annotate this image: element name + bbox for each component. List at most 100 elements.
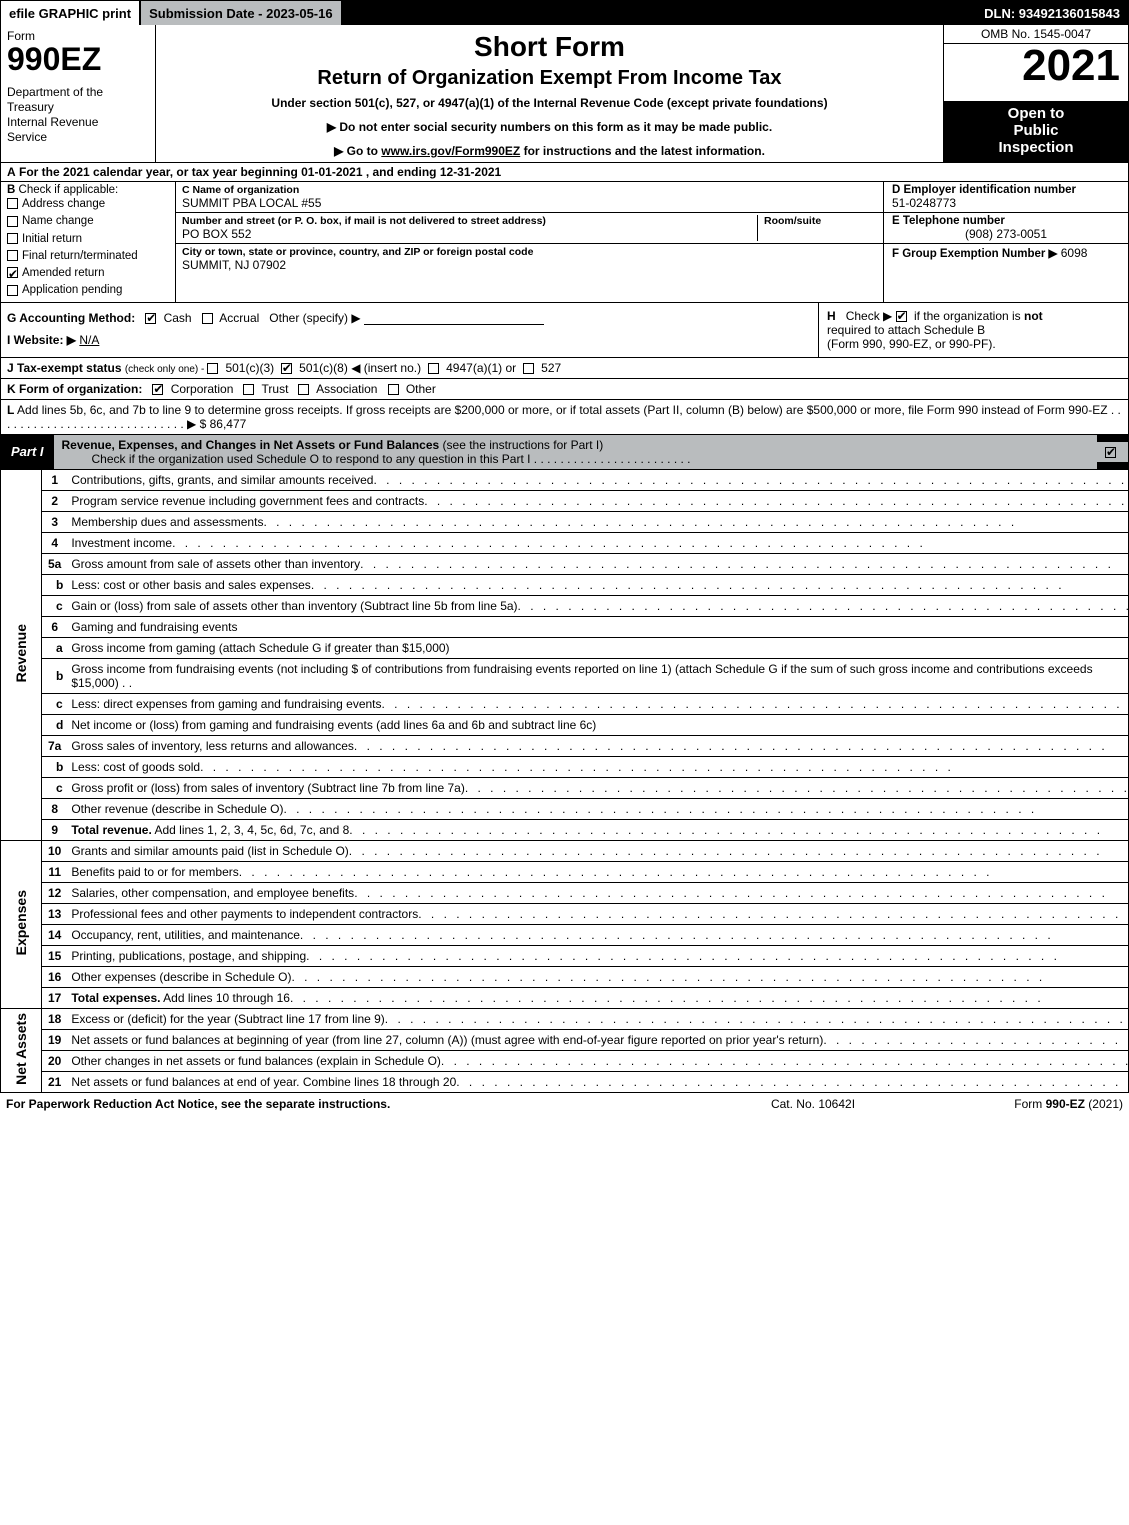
h-label: H [827,309,836,323]
top-bar: efile GRAPHIC print Submission Date - 20… [1,1,1128,25]
chk-association[interactable] [298,384,309,395]
line-6c: c Less: direct expenses from gaming and … [1,693,1129,714]
chk-trust[interactable] [243,384,254,395]
org-name-label: C Name of organization [182,184,877,196]
chk-address-change[interactable]: Address change [7,196,169,213]
cell-group-exemption: F Group Exemption Number ▶ 6098 [884,244,1128,262]
lines-table: Revenue 1 Contributions, gifts, grants, … [1,470,1129,1092]
cell-city: City or town, state or province, country… [176,244,883,274]
line-5b: b Less: cost or other basis and sales ex… [1,574,1129,595]
cell-street: Number and street (or P. O. box, if mail… [176,213,883,244]
col-b-lead: B [7,184,15,196]
row-l: L Add lines 5b, 6c, and 7b to line 9 to … [1,400,1128,435]
row-a-text: For the 2021 calendar year, or tax year … [19,165,501,179]
chk-527[interactable] [523,363,534,374]
title-return: Return of Organization Exempt From Incom… [164,67,935,90]
form-container: efile GRAPHIC print Submission Date - 20… [0,0,1129,1093]
title-short-form: Short Form [164,31,935,63]
row-j: J Tax-exempt status (check only one) - 5… [1,358,1128,379]
chk-cash[interactable] [145,313,156,324]
ein-value: 51-0248773 [892,196,1120,210]
line-7b: b Less: cost of goods sold 7b [1,756,1129,777]
line-7c: c Gross profit or (loss) from sales of i… [1,777,1129,798]
col-b: B Check if applicable: Address change Na… [1,182,176,302]
chk-h[interactable] [896,311,907,322]
department-label: Department of theTreasuryInternal Revenu… [7,85,149,145]
irs-link[interactable]: www.irs.gov/Form990EZ [381,144,520,158]
chk-4947[interactable] [428,363,439,374]
line-6: 6 Gaming and fundraising events [1,616,1129,637]
line-1: Revenue 1 Contributions, gifts, grants, … [1,470,1129,491]
tax-year: 2021 [944,44,1128,88]
subtitle: Under section 501(c), 527, or 4947(a)(1)… [164,96,935,110]
row-a: A For the 2021 calendar year, or tax yea… [1,163,1128,182]
line-11: 11 Benefits paid to or for members 11 33… [1,861,1129,882]
line-9: 9 Total revenue. Add lines 1, 2, 3, 4, 5… [1,819,1129,840]
k-label: K Form of organization: [7,382,142,396]
efile-label[interactable]: efile GRAPHIC print [1,1,141,25]
row-g-i: G Accounting Method: Cash Accrual Other … [1,303,818,357]
line-14: 14 Occupancy, rent, utilities, and maint… [1,924,1129,945]
open-to-public: Open toPublicInspection [944,101,1128,162]
chk-name-change[interactable]: Name change [7,213,169,230]
grp-label: F Group Exemption Number ▶ [892,248,1057,260]
chk-accrual[interactable] [202,313,213,324]
row-k: K Form of organization: Corporation Trus… [1,379,1128,400]
note-goto-post: for instructions and the latest informat… [520,144,765,158]
cell-ein: D Employer identification number 51-0248… [884,182,1128,213]
line-16: 16 Other expenses (describe in Schedule … [1,966,1129,987]
dln-label: DLN: 93492136015843 [976,1,1128,25]
street-value: PO BOX 552 [182,227,757,241]
side-expenses: Expenses [1,840,42,1008]
form-number: 990EZ [7,43,149,75]
part-i-sched-o-chk [1097,442,1128,462]
chk-amended-return[interactable]: Amended return [7,265,169,282]
chk-501c3[interactable] [207,363,218,374]
line-15: 15 Printing, publications, postage, and … [1,945,1129,966]
chk-initial-return[interactable]: Initial return [7,231,169,248]
l-amount: $ 86,477 [200,417,247,431]
l-text: Add lines 5b, 6c, and 7b to line 9 to de… [17,403,1108,417]
website-value: N/A [79,333,99,347]
l-label: L [7,403,14,417]
part-i-title: Revenue, Expenses, and Changes in Net As… [54,435,1097,469]
row-h: H Check ▶ if the organization is not req… [818,303,1128,357]
room-label: Room/suite [764,215,877,227]
city-value: SUMMIT, NJ 07902 [182,258,877,272]
chk-application-pending[interactable]: Application pending [7,282,169,299]
ein-label: D Employer identification number [892,184,1120,196]
line-13: 13 Professional fees and other payments … [1,903,1129,924]
header-left: Form 990EZ Department of theTreasuryInte… [1,25,156,162]
org-name: SUMMIT PBA LOCAL #55 [182,196,877,210]
submission-date: Submission Date - 2023-05-16 [141,1,343,25]
j-label: J Tax-exempt status [7,361,122,375]
row-g-h-i: G Accounting Method: Cash Accrual Other … [1,303,1128,358]
city-label: City or town, state or province, country… [182,246,877,258]
line-7a: 7a Gross sales of inventory, less return… [1,735,1129,756]
grp-value: 6098 [1061,246,1088,260]
chk-other-org[interactable] [388,384,399,395]
line-17: 17 Total expenses. Add lines 10 through … [1,987,1129,1008]
chk-corporation[interactable] [152,384,163,395]
col-b-label: Check if applicable: [19,184,119,196]
street-label: Number and street (or P. O. box, if mail… [182,215,757,227]
note-ssn: ▶ Do not enter social security numbers o… [164,120,935,134]
line-3: 3 Membership dues and assessments 3 39,9… [1,511,1129,532]
block-b-thru-f: B Check if applicable: Address change Na… [1,182,1128,303]
line-12: 12 Salaries, other compensation, and emp… [1,882,1129,903]
footer-left: For Paperwork Reduction Act Notice, see … [6,1097,703,1111]
form-header: Form 990EZ Department of theTreasuryInte… [1,25,1128,163]
line-6a: a Gross income from gaming (attach Sched… [1,637,1129,658]
line-6b: b Gross income from fundraising events (… [1,658,1129,693]
header-middle: Short Form Return of Organization Exempt… [156,25,943,162]
part-i-tab: Part I [1,441,54,462]
line-21: 21 Net assets or fund balances at end of… [1,1071,1129,1092]
other-specify-input[interactable] [364,311,544,325]
row-a-lead: A [7,165,16,179]
line-5a: 5a Gross amount from sale of assets othe… [1,553,1129,574]
part-i-bar: Part I Revenue, Expenses, and Changes in… [1,435,1128,470]
chk-final-return[interactable]: Final return/terminated [7,248,169,265]
chk-501c[interactable] [281,363,292,374]
g-label: G Accounting Method: [7,311,135,325]
side-revenue: Revenue [1,470,42,841]
